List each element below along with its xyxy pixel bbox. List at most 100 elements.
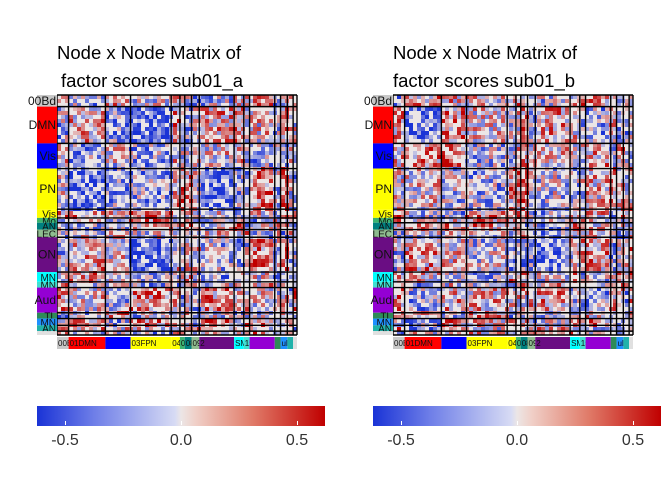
matrix-cell	[125, 171, 129, 175]
matrix-cell	[249, 315, 253, 319]
matrix-cell	[205, 139, 209, 143]
matrix-cell	[485, 203, 489, 207]
matrix-cell	[605, 211, 609, 215]
matrix-cell	[153, 95, 157, 99]
matrix-cell	[557, 163, 561, 167]
matrix-cell	[493, 163, 497, 167]
matrix-cell	[137, 231, 141, 235]
matrix-cell	[125, 187, 129, 191]
matrix-cell	[105, 139, 109, 143]
matrix-cell	[241, 199, 245, 203]
matrix-cell	[413, 231, 417, 235]
matrix-cell	[265, 99, 269, 103]
matrix-cell	[281, 263, 285, 267]
matrix-cell	[277, 319, 281, 323]
matrix-cell	[617, 191, 621, 195]
matrix-cell	[417, 283, 421, 287]
matrix-cell	[557, 255, 561, 259]
matrix-cell	[209, 171, 213, 175]
matrix-cell	[493, 267, 497, 271]
matrix-cell	[557, 271, 561, 275]
matrix-cell	[565, 255, 569, 259]
matrix-cell	[545, 203, 549, 207]
matrix-cell	[121, 171, 125, 175]
matrix-cell	[585, 259, 589, 263]
matrix-cell	[181, 251, 185, 255]
matrix-cell	[213, 215, 217, 219]
matrix-cell	[581, 199, 585, 203]
matrix-cell	[213, 187, 217, 191]
matrix-cell	[165, 263, 169, 267]
matrix-cell	[249, 159, 253, 163]
matrix-cell	[253, 303, 257, 307]
row-network-strip	[37, 318, 57, 326]
matrix-cell	[245, 243, 249, 247]
matrix-cell	[625, 191, 629, 195]
matrix-cell	[113, 251, 117, 255]
matrix-cell	[601, 279, 605, 283]
matrix-cell	[249, 211, 253, 215]
matrix-cell	[497, 223, 501, 227]
matrix-cell	[113, 103, 117, 107]
matrix-cell	[205, 287, 209, 291]
matrix-cell	[161, 283, 165, 287]
matrix-cell	[453, 287, 457, 291]
matrix-cell	[109, 279, 113, 283]
matrix-cell	[209, 211, 213, 215]
matrix-cell	[489, 143, 493, 147]
matrix-cell	[441, 163, 445, 167]
matrix-cell	[473, 107, 477, 111]
matrix-cell	[121, 295, 125, 299]
matrix-cell	[149, 219, 153, 223]
matrix-cell	[573, 147, 577, 151]
matrix-cell	[501, 263, 505, 267]
matrix-cell	[149, 215, 153, 219]
matrix-cell	[409, 299, 413, 303]
matrix-cell	[529, 135, 533, 139]
matrix-cell	[225, 331, 229, 335]
matrix-cell	[553, 243, 557, 247]
matrix-cell	[509, 275, 513, 279]
matrix-cell	[241, 119, 245, 123]
matrix-cell	[149, 107, 153, 111]
matrix-cell	[165, 211, 169, 215]
matrix-cell	[237, 243, 241, 247]
matrix-cell	[441, 131, 445, 135]
matrix-cell	[509, 127, 513, 131]
matrix-cell	[133, 295, 137, 299]
matrix-cell	[177, 107, 181, 111]
matrix-cell	[421, 231, 425, 235]
matrix-cell	[221, 195, 225, 199]
matrix-cell	[485, 155, 489, 159]
matrix-cell	[613, 111, 617, 115]
matrix-cell	[509, 247, 513, 251]
matrix-cell	[249, 111, 253, 115]
matrix-cell	[165, 103, 169, 107]
matrix-cell	[145, 299, 149, 303]
matrix-cell	[429, 287, 433, 291]
matrix-cell	[429, 155, 433, 159]
matrix-cell	[561, 239, 565, 243]
matrix-cell	[177, 203, 181, 207]
matrix-cell	[573, 295, 577, 299]
matrix-cell	[233, 119, 237, 123]
matrix-cell	[461, 175, 465, 179]
matrix-cell	[521, 263, 525, 267]
matrix-cell	[293, 159, 297, 163]
matrix-cell	[497, 195, 501, 199]
matrix-cell	[165, 215, 169, 219]
matrix-cell	[437, 99, 441, 103]
matrix-cell	[461, 199, 465, 203]
matrix-cell	[173, 139, 177, 143]
matrix-cell	[513, 247, 517, 251]
matrix-cell	[93, 103, 97, 107]
matrix-cell	[209, 215, 213, 219]
matrix-cell	[613, 271, 617, 275]
matrix-cell	[401, 251, 405, 255]
matrix-cell	[229, 139, 233, 143]
matrix-cell	[113, 107, 117, 111]
matrix-cell	[421, 119, 425, 123]
matrix-cell	[517, 143, 521, 147]
matrix-cell	[433, 275, 437, 279]
matrix-cell	[421, 203, 425, 207]
